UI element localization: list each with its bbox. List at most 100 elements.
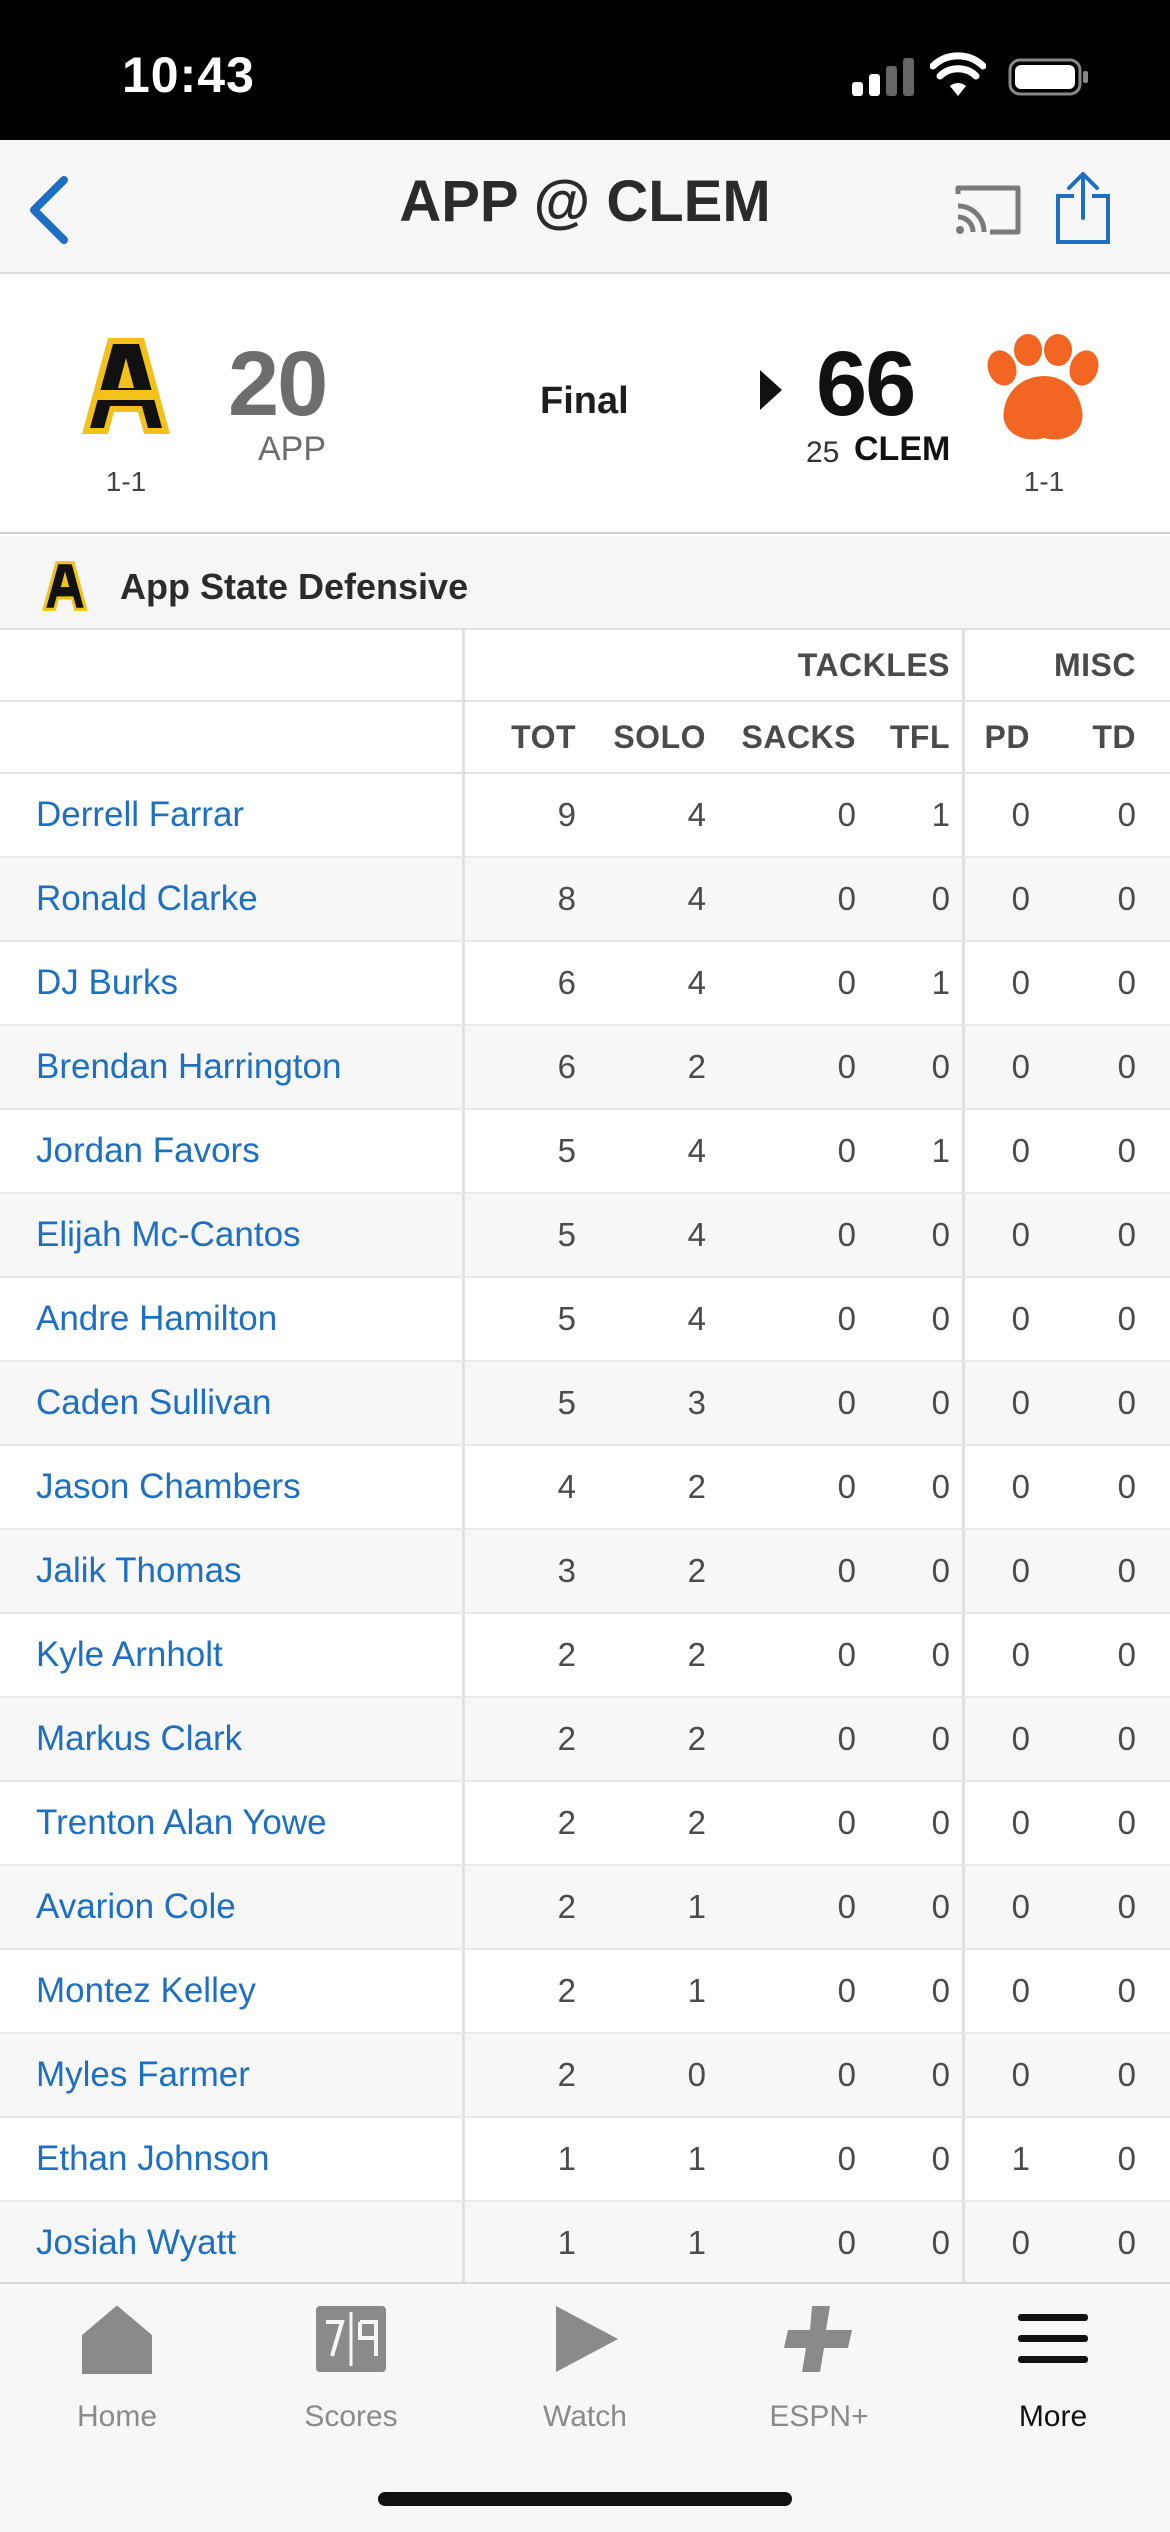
stat-solo: 0 bbox=[687, 2056, 706, 2093]
stat-tot: 2 bbox=[557, 1888, 576, 1925]
stat-sacks: 0 bbox=[837, 880, 856, 917]
player-name-link[interactable]: Josiah Wyatt bbox=[36, 2223, 237, 2262]
winner-arrow-icon bbox=[760, 370, 782, 410]
stat-td: 0 bbox=[1117, 1048, 1136, 1085]
player-name-link[interactable]: Myles Farmer bbox=[36, 2055, 250, 2094]
table-row: Ethan Johnson 1 1 0 0 1 0 bbox=[0, 2118, 1170, 2202]
stat-tfl: 0 bbox=[931, 2140, 950, 2177]
stat-tot: 2 bbox=[557, 1804, 576, 1841]
stat-tfl: 0 bbox=[931, 1216, 950, 1253]
stat-td: 0 bbox=[1117, 2056, 1136, 2093]
column-header-pd[interactable]: PD bbox=[984, 718, 1030, 755]
stat-tfl: 0 bbox=[931, 1300, 950, 1337]
table-row: Caden Sullivan 5 3 0 0 0 0 bbox=[0, 1362, 1170, 1446]
stat-tot: 5 bbox=[557, 1216, 576, 1253]
tab-home[interactable]: Home bbox=[0, 2284, 234, 2444]
stat-tfl: 0 bbox=[931, 1636, 950, 1673]
stat-td: 0 bbox=[1117, 1972, 1136, 2009]
stat-tot: 9 bbox=[557, 796, 576, 833]
stat-tfl: 0 bbox=[931, 1972, 950, 2009]
tab-more-label: More bbox=[1018, 2400, 1088, 2433]
stat-tot: 5 bbox=[557, 1384, 576, 1421]
stat-tot: 2 bbox=[557, 2056, 576, 2093]
status-time: 10:43 bbox=[122, 47, 255, 103]
defense-stats-table: TACKLES MISC TOT SOLO SACKS TFL PD TD De… bbox=[0, 630, 1170, 2286]
stat-sacks: 0 bbox=[837, 1720, 856, 1757]
player-name-link[interactable]: Derrell Farrar bbox=[36, 795, 245, 834]
stat-pd: 0 bbox=[1011, 1468, 1030, 1505]
plus-icon bbox=[784, 2306, 852, 2372]
player-name-link[interactable]: Markus Clark bbox=[36, 1719, 243, 1758]
menu-icon bbox=[1018, 2314, 1088, 2363]
stat-sacks: 0 bbox=[837, 1384, 856, 1421]
game-status: Final bbox=[540, 380, 629, 422]
player-rows: Derrell Farrar 9 4 0 1 0 0 Ronald Clarke 8 4 0 0 0 0 D… bbox=[0, 774, 1170, 2286]
stat-tfl: 1 bbox=[931, 1132, 950, 1169]
player-name-link[interactable]: Montez Kelley bbox=[36, 1971, 256, 2010]
player-name-link[interactable]: DJ Burks bbox=[36, 963, 178, 1002]
cast-icon[interactable] bbox=[952, 182, 1024, 238]
stat-solo: 4 bbox=[687, 1132, 706, 1169]
tab-watch[interactable]: Watch bbox=[468, 2284, 702, 2444]
stat-sacks: 0 bbox=[837, 796, 856, 833]
player-name-link[interactable]: Ronald Clarke bbox=[36, 879, 258, 918]
player-name-link[interactable]: Jalik Thomas bbox=[36, 1551, 242, 1590]
stat-tot: 3 bbox=[557, 1552, 576, 1589]
stat-td: 0 bbox=[1117, 880, 1136, 917]
stat-tfl: 0 bbox=[931, 1384, 950, 1421]
stat-td: 0 bbox=[1117, 1888, 1136, 1925]
stat-pd: 0 bbox=[1011, 1552, 1030, 1589]
clemson-paw-logo-icon[interactable] bbox=[980, 334, 1104, 448]
player-name-link[interactable]: Jordan Favors bbox=[36, 1131, 260, 1170]
tab-watch-label: Watch bbox=[543, 2400, 627, 2433]
scoreboard: 1-1 20 APP Final 66 25 CLEM 1-1 bbox=[0, 274, 1170, 534]
player-name-link[interactable]: Ethan Johnson bbox=[36, 2139, 270, 2178]
player-name-link[interactable]: Caden Sullivan bbox=[36, 1383, 272, 1422]
column-header-solo[interactable]: SOLO bbox=[613, 718, 706, 755]
stat-sacks: 0 bbox=[837, 1636, 856, 1673]
player-name-link[interactable]: Jason Chambers bbox=[36, 1467, 301, 1506]
player-name-link[interactable]: Kyle Arnholt bbox=[36, 1635, 223, 1674]
stat-sacks: 0 bbox=[837, 2056, 856, 2093]
player-name-link[interactable]: Elijah Mc-Cantos bbox=[36, 1215, 301, 1254]
tab-scores[interactable]: Scores bbox=[234, 2284, 468, 2444]
app-state-logo-icon[interactable] bbox=[78, 332, 174, 440]
status-bar: 10:43 bbox=[0, 0, 1170, 140]
stat-tfl: 0 bbox=[931, 2056, 950, 2093]
back-chevron-icon[interactable] bbox=[22, 170, 78, 250]
stat-tfl: 1 bbox=[931, 964, 950, 1001]
tab-more[interactable]: More bbox=[936, 2284, 1170, 2444]
column-header-td[interactable]: TD bbox=[1092, 718, 1136, 755]
player-name-link[interactable]: Brendan Harrington bbox=[36, 1047, 342, 1086]
stat-tot: 2 bbox=[557, 1720, 576, 1757]
away-score: 20 bbox=[228, 333, 328, 435]
stat-solo: 1 bbox=[687, 2224, 706, 2261]
stat-tfl: 0 bbox=[931, 1552, 950, 1589]
stat-sacks: 0 bbox=[837, 1552, 856, 1589]
stat-pd: 0 bbox=[1011, 1720, 1030, 1757]
stat-tot: 4 bbox=[557, 1468, 576, 1505]
player-name-link[interactable]: Trenton Alan Yowe bbox=[36, 1803, 327, 1842]
stat-pd: 0 bbox=[1011, 1216, 1030, 1253]
tab-espn-plus[interactable]: ESPN+ bbox=[702, 2284, 936, 2444]
player-name-link[interactable]: Avarion Cole bbox=[36, 1887, 236, 1926]
stat-tfl: 0 bbox=[931, 880, 950, 917]
column-header-tfl[interactable]: TFL bbox=[889, 718, 950, 755]
away-record: 1-1 bbox=[105, 466, 147, 497]
stat-td: 0 bbox=[1117, 1636, 1136, 1673]
battery-icon bbox=[1008, 58, 1088, 96]
player-name-link[interactable]: Andre Hamilton bbox=[36, 1299, 278, 1338]
share-icon[interactable] bbox=[1054, 170, 1112, 246]
stat-td: 0 bbox=[1117, 1720, 1136, 1757]
stat-td: 0 bbox=[1117, 1468, 1136, 1505]
table-row: Trenton Alan Yowe 2 2 0 0 0 0 bbox=[0, 1782, 1170, 1866]
table-row: Jordan Favors 5 4 0 1 0 0 bbox=[0, 1110, 1170, 1194]
table-row: Andre Hamilton 5 4 0 0 0 0 bbox=[0, 1278, 1170, 1362]
stat-sacks: 0 bbox=[837, 964, 856, 1001]
stat-sacks: 0 bbox=[837, 1468, 856, 1505]
table-row: Josiah Wyatt 1 1 0 0 0 0 bbox=[0, 2202, 1170, 2286]
column-header-sacks[interactable]: SACKS bbox=[741, 718, 856, 755]
stat-pd: 0 bbox=[1011, 1384, 1030, 1421]
column-header-tot[interactable]: TOT bbox=[511, 718, 576, 755]
stat-sacks: 0 bbox=[837, 2140, 856, 2177]
